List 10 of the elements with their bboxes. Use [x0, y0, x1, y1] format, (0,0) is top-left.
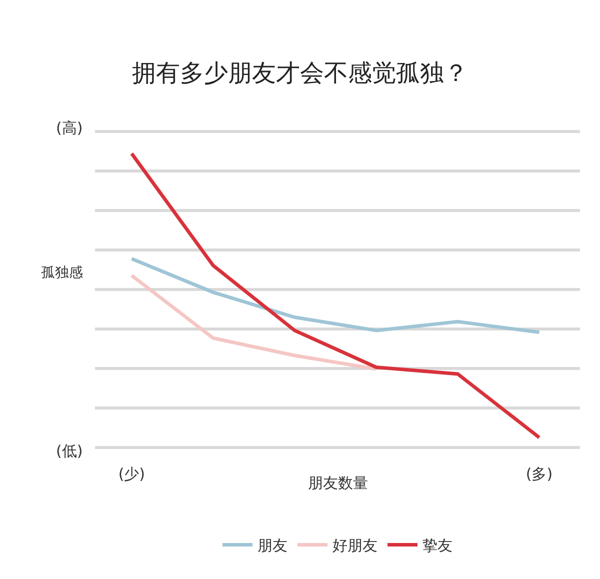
x-tick-label: (少)	[118, 465, 146, 483]
x-axis-title: 朋友数量	[308, 474, 368, 492]
chart-title: 拥有多少朋友才会不感觉孤独？	[132, 58, 468, 87]
legend-label: 挚友	[422, 536, 452, 555]
legend-label: 好朋友	[332, 536, 378, 555]
text: (低)	[56, 442, 83, 460]
legend-label: 朋友	[258, 536, 288, 555]
text: (高)	[56, 119, 83, 137]
y-axis-title: 孤独感	[41, 265, 83, 281]
x-tick-label: (多)	[526, 465, 553, 483]
